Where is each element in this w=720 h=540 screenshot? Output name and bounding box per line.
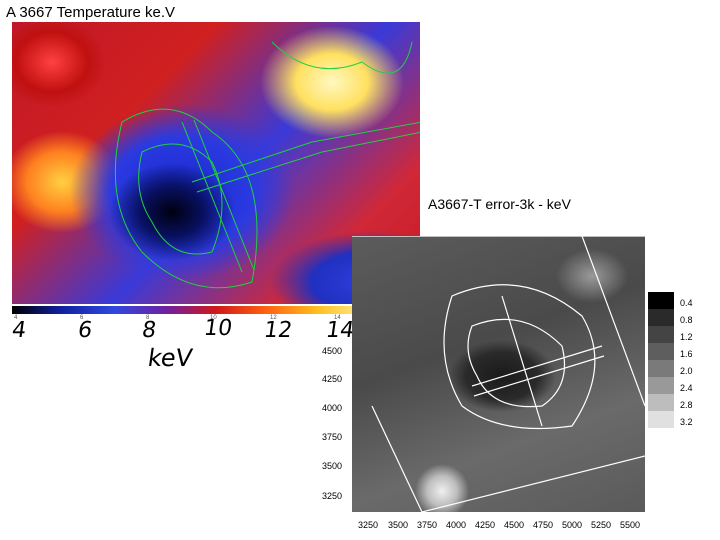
colorbar-tick: 4 bbox=[14, 315, 18, 321]
cluster-contour bbox=[191, 121, 420, 183]
colorbar-tick: 6 bbox=[80, 315, 84, 321]
cluster-contour bbox=[114, 108, 258, 289]
y-tick-label: 3750 bbox=[322, 432, 343, 442]
legend-level: 2.4 bbox=[680, 383, 693, 393]
colorbar-tick: 14 bbox=[334, 315, 341, 321]
cluster-contour bbox=[271, 41, 413, 74]
error-contour bbox=[471, 345, 603, 387]
handwritten-number: 10 bbox=[202, 316, 234, 341]
temperature-heatmap bbox=[12, 22, 420, 304]
legend-level: 3.2 bbox=[680, 417, 693, 427]
legend-swatch bbox=[648, 343, 674, 360]
y-tick-label: 3250 bbox=[322, 491, 343, 501]
handwritten-number: 6 bbox=[76, 318, 94, 343]
cluster-contour bbox=[193, 119, 255, 271]
x-tick-label: 4000 bbox=[446, 520, 467, 530]
x-tick-label: 4250 bbox=[475, 520, 496, 530]
x-tick-label: 5250 bbox=[591, 520, 612, 530]
handwritten-number: 4 bbox=[10, 318, 28, 343]
x-tick-label: 5500 bbox=[620, 520, 641, 530]
x-tick-label: 3500 bbox=[388, 520, 409, 530]
contour-overlay bbox=[114, 41, 420, 289]
cluster-contour bbox=[138, 143, 223, 255]
error-contour bbox=[371, 405, 423, 512]
legend-level: 0.8 bbox=[680, 315, 693, 325]
cluster-contour bbox=[196, 131, 420, 193]
x-tick-label: 3250 bbox=[358, 520, 379, 530]
legend-swatch bbox=[648, 411, 674, 428]
y-tick-label: 4500 bbox=[322, 346, 343, 356]
legend-level: 2.8 bbox=[680, 400, 693, 410]
x-tick-label: 4500 bbox=[504, 520, 525, 530]
x-tick-label: 5000 bbox=[562, 520, 583, 530]
legend-level: 2.0 bbox=[680, 366, 693, 376]
y-tick-label: 3500 bbox=[322, 461, 343, 471]
legend-level: 1.2 bbox=[680, 332, 693, 342]
error-map-title: A3667-T error-3k - keV bbox=[428, 196, 571, 212]
legend-swatch bbox=[648, 394, 674, 411]
error-contour-map bbox=[352, 236, 645, 512]
x-tick-label: 3750 bbox=[417, 520, 438, 530]
error-legend bbox=[648, 292, 674, 428]
handwritten-number: 12 bbox=[262, 318, 294, 343]
legend-swatch bbox=[648, 326, 674, 343]
legend-swatch bbox=[648, 292, 674, 309]
error-contour bbox=[443, 284, 596, 430]
error-contour bbox=[501, 295, 543, 427]
legend-swatch bbox=[648, 309, 674, 326]
legend-level: 0.4 bbox=[680, 298, 693, 308]
legend-level: 1.6 bbox=[680, 349, 693, 359]
colorbar-tick: 10 bbox=[210, 315, 217, 321]
x-tick-label: 4750 bbox=[533, 520, 554, 530]
error-contour bbox=[473, 355, 605, 397]
colorbar-tick: 8 bbox=[146, 315, 150, 321]
colorbar-tick: 12 bbox=[270, 315, 277, 321]
error-contour-overlay bbox=[352, 236, 645, 512]
error-contour bbox=[581, 236, 645, 407]
handwritten-unit: keV bbox=[146, 344, 195, 372]
y-tick-label: 4000 bbox=[322, 403, 343, 413]
error-contour bbox=[467, 318, 566, 408]
temperature-map-title: A 3667 Temperature ke.V bbox=[6, 4, 175, 21]
y-tick-label: 4250 bbox=[322, 374, 343, 384]
legend-swatch bbox=[648, 377, 674, 394]
cluster-contour bbox=[181, 121, 243, 273]
legend-swatch bbox=[648, 360, 674, 377]
temperature-colorbar bbox=[12, 306, 420, 314]
handwritten-number: 8 bbox=[140, 318, 158, 343]
error-contour bbox=[421, 455, 645, 512]
